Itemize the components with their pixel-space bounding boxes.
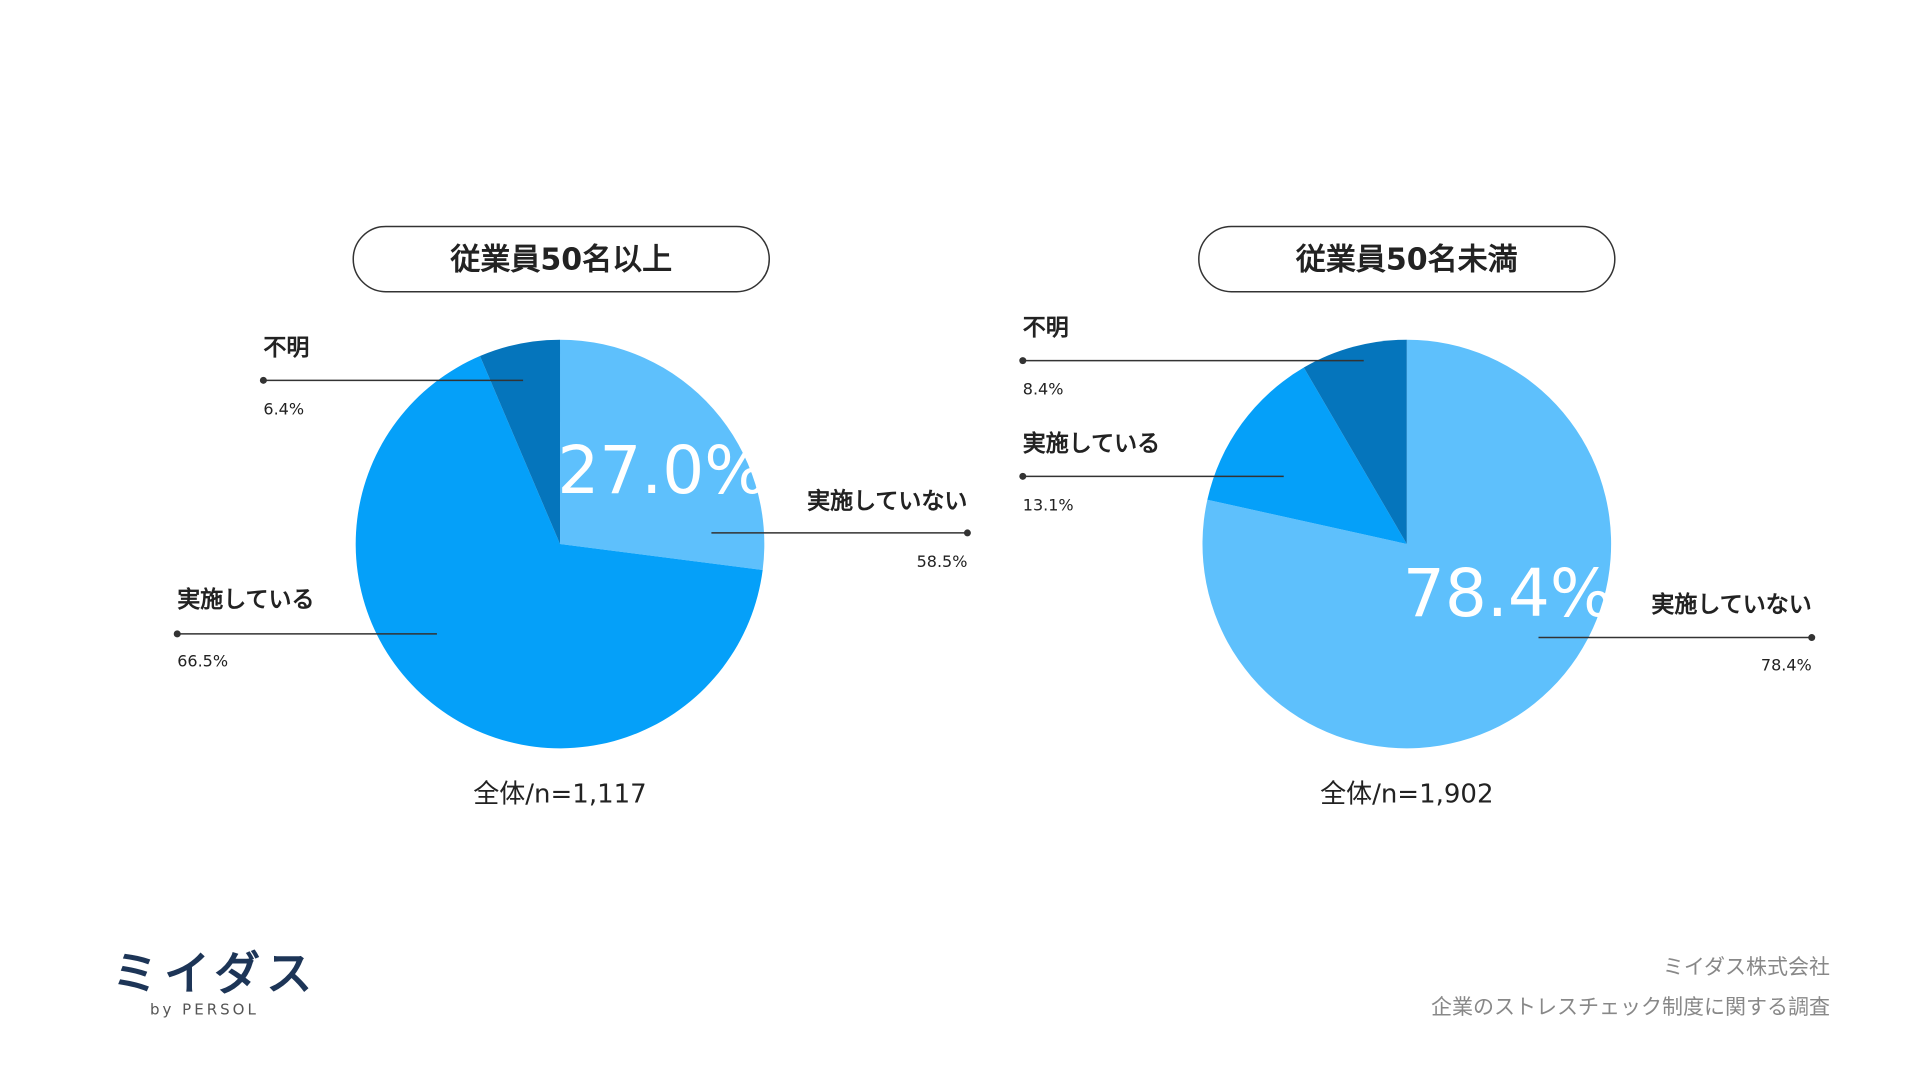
logo-sub: by PERSOL (150, 1001, 259, 1019)
callout-value: 8.4% (1023, 380, 1064, 399)
chart-title: 従業員50名以上 (449, 243, 672, 278)
chart-title: 従業員50名未満 (1295, 243, 1518, 278)
callout-dot (1808, 634, 1816, 642)
callout-dot (1019, 357, 1027, 365)
title-pill (352, 225, 770, 293)
pie-slice (1303, 339, 1407, 545)
callout-category: 実施している (1023, 430, 1160, 457)
chart-subtitle: 全体/n=1,902 (1320, 780, 1493, 810)
highlight-label: 27.0% (557, 432, 767, 509)
callout-dot (173, 630, 181, 638)
pie-slice (1207, 367, 1407, 545)
survey: 企業のストレスチェック制度に関する調査 (1431, 995, 1830, 1019)
callout-category: 実施している (177, 586, 314, 613)
pie-slice (560, 339, 765, 570)
highlight-label: 78.4% (1403, 555, 1613, 632)
callout-dot (963, 529, 971, 537)
callout-value: 78.4% (1761, 655, 1812, 674)
callout-dot (259, 376, 267, 384)
pie-slice (479, 339, 561, 545)
callout-value: 66.5% (177, 652, 228, 671)
callout-category: 実施していない (1651, 591, 1811, 618)
pie-slice (355, 356, 763, 749)
callout-value: 13.1% (1023, 495, 1074, 514)
callout-category: 不明 (1023, 315, 1069, 341)
callout-category: 実施していない (807, 488, 967, 515)
callout-dot (1019, 472, 1027, 480)
logo: ミイダス (112, 947, 318, 1001)
callout-value: 58.5% (917, 552, 968, 571)
company: ミイダス株式会社 (1663, 955, 1830, 979)
callout-value: 6.4% (263, 399, 304, 418)
callout-category: 不明 (263, 335, 309, 361)
title-pill (1198, 225, 1616, 293)
chart-subtitle: 全体/n=1,117 (473, 780, 646, 810)
